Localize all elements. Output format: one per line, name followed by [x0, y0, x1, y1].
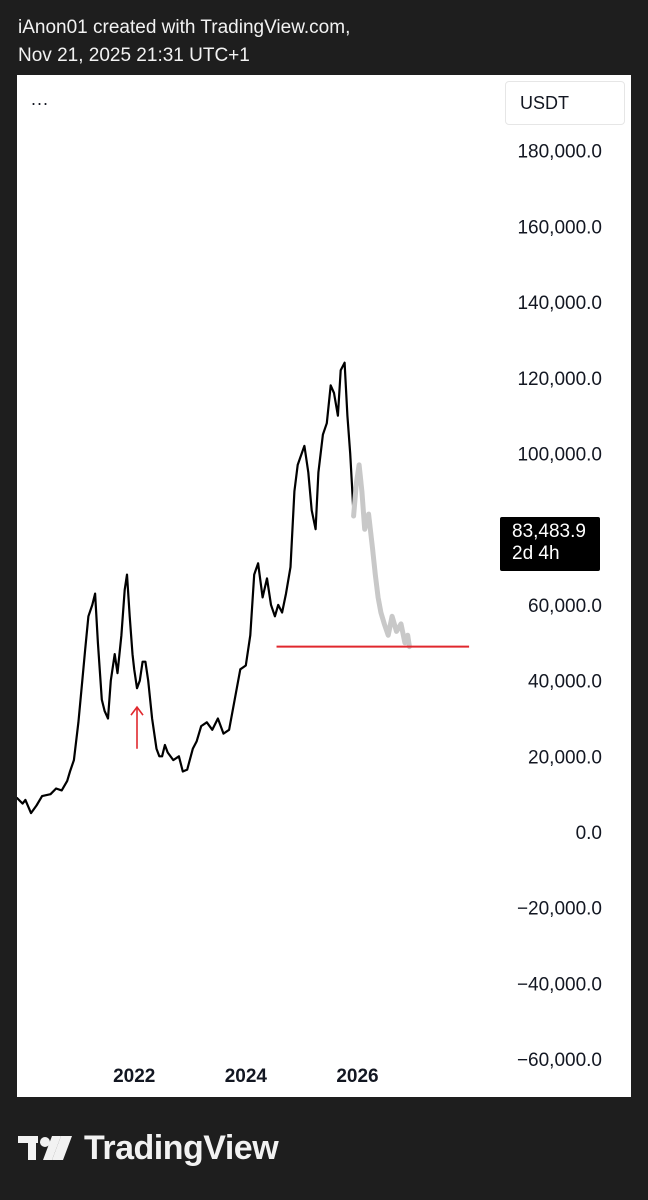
price-chart[interactable]: 180,000.0 160,000.0 140,000.0 120,000.0 100,… — [17, 75, 631, 1097]
y-tick-label: 0.0 — [576, 823, 602, 844]
y-tick-label: 100,000.0 — [517, 445, 602, 466]
chart-card: 180,000.0 160,000.0 140,000.0 120,000.0 100,… — [17, 75, 631, 1097]
y-tick-label: 120,000.0 — [517, 369, 602, 390]
x-tick-label: 2022 — [113, 1066, 155, 1087]
x-tick-label: 2026 — [336, 1066, 378, 1087]
annotation-arrow-head — [130, 705, 144, 716]
tradingview-logo-icon — [18, 1136, 72, 1160]
x-tick-label: 2024 — [225, 1066, 268, 1087]
y-tick-label: 160,000.0 — [517, 217, 602, 238]
projection-series-line — [351, 462, 412, 650]
currency-label: USDT — [520, 92, 569, 113]
y-tick-label: −60,000.0 — [517, 1050, 602, 1071]
y-tick-label: −20,000.0 — [517, 899, 602, 920]
currency-selector[interactable]: USDT — [505, 81, 625, 125]
price-series-line — [17, 361, 355, 815]
header-author-line: iAnon01 created with TradingView.com, — [18, 17, 351, 38]
y-tick-label: 140,000.0 — [517, 293, 602, 314]
y-tick-label: 20,000.0 — [528, 747, 602, 768]
footer-brand: TradingView — [84, 1128, 279, 1167]
bar-countdown: 2d 4h — [512, 543, 560, 564]
y-tick-label: 40,000.0 — [528, 672, 602, 693]
y-tick-label: 180,000.0 — [517, 142, 602, 163]
last-price-value: 83,483.9 — [512, 521, 586, 542]
last-price-badge: 83,483.9 2d 4h — [500, 517, 600, 571]
header-timestamp: Nov 21, 2025 21:31 UTC+1 — [18, 45, 250, 66]
chart-menu-button[interactable]: ... — [31, 89, 50, 109]
footer: TradingView — [18, 1128, 279, 1168]
y-tick-label: 60,000.0 — [528, 596, 602, 617]
y-tick-label: −40,000.0 — [517, 974, 602, 995]
header: iAnon01 created with TradingView.com, No… — [18, 14, 618, 70]
